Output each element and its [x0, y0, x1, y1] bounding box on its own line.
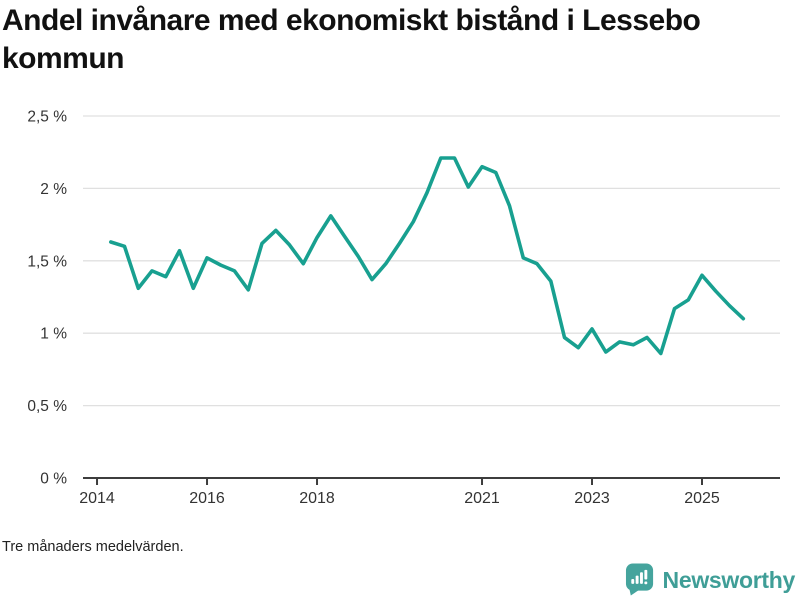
y-tick-label: 2 %: [40, 181, 67, 198]
newsworthy-logo-icon: [625, 563, 653, 596]
x-tick-label: 2016: [189, 490, 225, 507]
line-chart: 0 % 0,5 % 1 % 1,5 % 2 % 2,5 % 2014 2016 2018 2021…: [27, 109, 780, 507]
y-tick-label: 0,5 %: [27, 398, 67, 415]
x-tick-label: 2025: [684, 490, 720, 507]
chart-footnote: Tre månaders medelvärden.: [2, 539, 184, 555]
newsworthy-logo: Newsworthy: [625, 562, 795, 598]
data-line: [109, 156, 746, 356]
y-tick-label: 0 %: [40, 471, 67, 488]
x-tick-label: 2021: [464, 490, 500, 507]
newsworthy-logo-text: Newsworthy: [662, 566, 796, 593]
y-tick-label: 1,5 %: [27, 253, 67, 270]
x-tick-label: 2023: [574, 490, 610, 507]
chart-title: Andel invånare med ekonomiskt bistånd i …: [2, 4, 701, 75]
y-tick-label: 2,5 %: [27, 109, 67, 126]
x-tick-label: 2014: [79, 490, 115, 507]
y-tick-label: 1 %: [40, 326, 67, 343]
x-tick-label: 2018: [299, 490, 335, 507]
